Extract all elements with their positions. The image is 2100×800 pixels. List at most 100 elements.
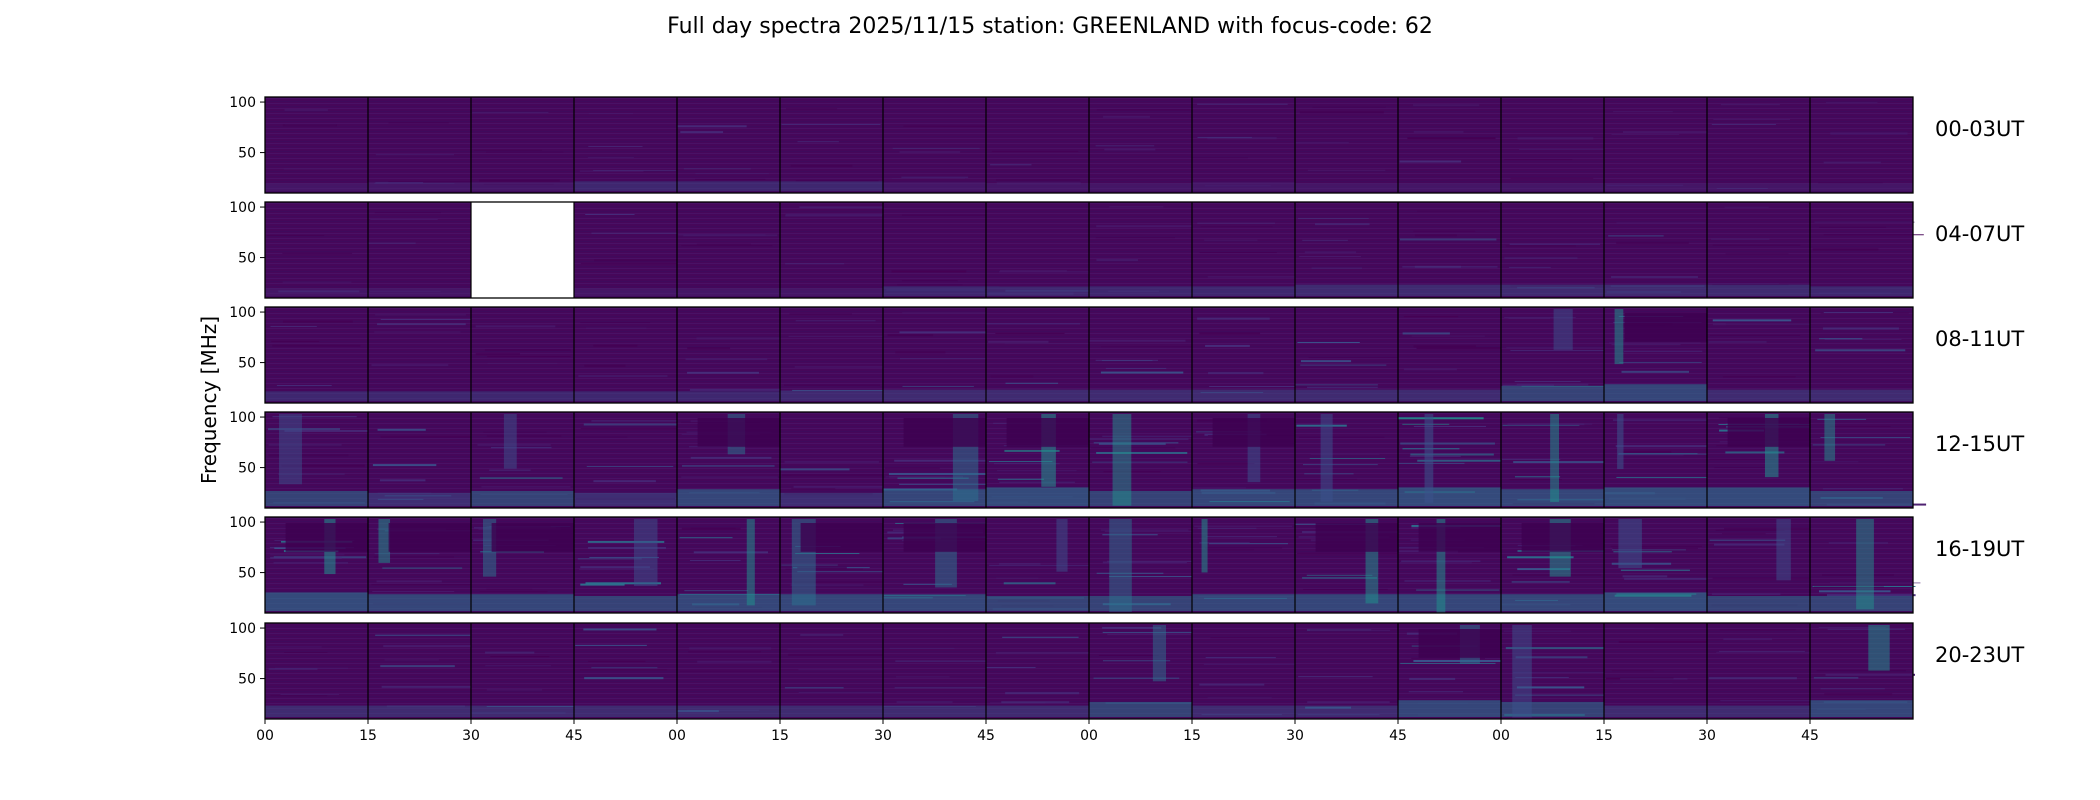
emission-line xyxy=(1818,627,1886,629)
emission-line xyxy=(1300,364,1387,366)
emission-line xyxy=(276,385,332,387)
emission-line xyxy=(794,366,894,368)
emission-line xyxy=(585,582,661,585)
row-frame xyxy=(264,411,1914,509)
spectrogram-panel xyxy=(1809,517,1921,613)
emission-line xyxy=(894,459,997,462)
emission-line xyxy=(1298,217,1369,219)
spectrogram-background xyxy=(780,97,883,193)
spectrogram-panel xyxy=(676,97,780,193)
emission-line xyxy=(1820,437,1911,439)
emission-line xyxy=(887,334,934,337)
spectrogram-background xyxy=(1192,307,1295,403)
emission-line xyxy=(781,474,885,477)
emission-line xyxy=(1310,453,1380,455)
emission-line xyxy=(681,476,778,478)
spectrogram-background xyxy=(1089,97,1192,193)
emission-line xyxy=(377,323,466,326)
emission-line xyxy=(1818,590,1891,593)
spectrogram-panel xyxy=(985,623,1099,719)
spectrogram-background xyxy=(1810,97,1913,193)
emission-line xyxy=(1613,111,1673,113)
emission-line xyxy=(788,335,886,337)
emission-line xyxy=(1197,463,1255,465)
emission-line xyxy=(1515,656,1588,659)
emission-line xyxy=(1720,700,1811,702)
spectrogram-panel xyxy=(1809,97,1913,193)
emission-line xyxy=(1618,640,1718,643)
emission-line xyxy=(1417,459,1512,462)
emission-line xyxy=(374,331,461,333)
emission-line xyxy=(1205,657,1276,659)
emission-line xyxy=(789,313,852,315)
emission-line xyxy=(1510,285,1610,288)
emission-line xyxy=(690,456,772,459)
emission-line xyxy=(583,628,657,631)
emission-line xyxy=(584,364,626,367)
spectrogram-background xyxy=(1604,202,1707,298)
emission-line xyxy=(1205,344,1250,347)
spectrogram-background xyxy=(883,307,986,403)
emission-line xyxy=(1209,543,1288,545)
emission-line xyxy=(1192,157,1248,159)
broadband-burst xyxy=(1614,309,1624,365)
spectrogram-panel xyxy=(1500,412,1618,508)
emission-line xyxy=(588,113,633,115)
low-frequency-band xyxy=(1192,389,1295,401)
emission-line xyxy=(1200,226,1273,228)
emission-line xyxy=(278,473,345,475)
emission-line xyxy=(272,344,361,347)
emission-line xyxy=(383,645,481,648)
spectrogram-panel xyxy=(1397,623,1508,719)
low-frequency-band xyxy=(1295,594,1398,611)
low-frequency-band xyxy=(677,489,780,506)
emission-line xyxy=(1504,257,1578,259)
low-frequency-band xyxy=(1192,594,1295,611)
emission-line xyxy=(1505,245,1576,247)
emission-line xyxy=(1716,651,1819,653)
emission-line xyxy=(1622,131,1719,134)
emission-line xyxy=(999,270,1067,272)
emission-line xyxy=(1709,334,1801,336)
emission-line xyxy=(591,232,692,234)
emission-line xyxy=(1510,177,1594,179)
spectrogram-background xyxy=(677,202,780,298)
emission-line xyxy=(371,364,449,367)
y-tick-label: 100 xyxy=(229,305,256,321)
emission-line xyxy=(1194,525,1293,527)
emission-line xyxy=(991,150,1079,152)
broadband-burst xyxy=(1617,414,1624,470)
emission-line xyxy=(1199,683,1265,686)
spectrogram-background xyxy=(1295,307,1398,403)
spectrogram-panel xyxy=(265,97,374,193)
broadband-burst xyxy=(1424,414,1434,503)
low-frequency-band xyxy=(1295,389,1398,401)
emission-line xyxy=(382,567,463,569)
emission-line xyxy=(375,182,424,184)
emission-line xyxy=(1199,252,1277,254)
emission-line xyxy=(1204,239,1258,241)
emission-line xyxy=(1096,109,1191,111)
spectrogram-panel xyxy=(676,202,780,298)
spectrogram-panel xyxy=(1088,412,1201,508)
absorption-block xyxy=(800,523,883,552)
emission-line xyxy=(578,375,668,377)
emission-line xyxy=(787,648,883,650)
low-frequency-band xyxy=(574,596,677,611)
emission-line xyxy=(1005,382,1059,384)
low-frequency-band xyxy=(574,288,677,296)
emission-line xyxy=(680,131,724,134)
emission-line xyxy=(284,651,328,653)
low-frequency-band xyxy=(986,389,1089,401)
spectrogram-panel xyxy=(1191,202,1304,298)
emission-line xyxy=(1109,576,1193,578)
spectrogram-panel xyxy=(470,202,574,298)
y-tick-label: 50 xyxy=(238,672,256,688)
emission-line xyxy=(486,588,533,590)
spectrogram-panel xyxy=(573,97,677,193)
low-frequency-band xyxy=(1192,182,1295,191)
x-tick-label: 30 xyxy=(462,728,480,744)
emission-line xyxy=(1616,241,1689,244)
emission-line xyxy=(1100,346,1195,348)
spectrogram-panel xyxy=(1500,97,1621,193)
